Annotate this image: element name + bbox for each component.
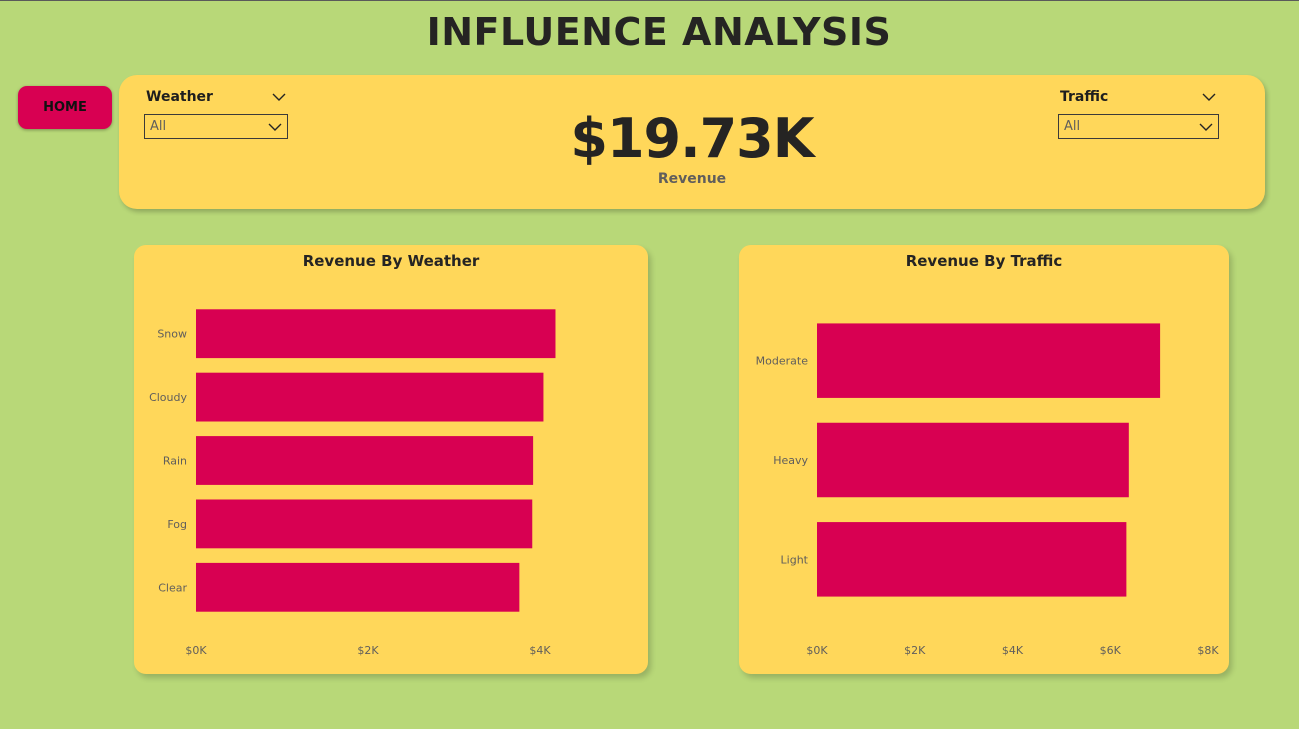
traffic-bar-light[interactable] xyxy=(817,522,1127,597)
traffic-x-tick-label: $6K xyxy=(1100,644,1122,657)
traffic-x-tick-label: $2K xyxy=(904,644,926,657)
weather-category-label: Rain xyxy=(163,455,187,468)
revenue-by-weather-card: Revenue By Weather Snow Cloudy Rain Fog Clea… xyxy=(134,245,648,674)
page-title: INFLUENCE ANALYSIS xyxy=(426,10,892,54)
weather-slicer-title: Weather xyxy=(146,89,213,105)
traffic-bar-heavy[interactable] xyxy=(817,422,1129,498)
kpi-card: Weather All $19.73K Revenue Traffic All xyxy=(119,75,1265,209)
chevron-down-icon xyxy=(1199,122,1213,132)
weather-bar-snow[interactable] xyxy=(196,309,556,359)
traffic-category-label: Heavy xyxy=(773,454,808,467)
weather-dropdown-value: All xyxy=(150,119,167,134)
revenue-kpi-label: Revenue xyxy=(657,171,727,187)
weather-x-tick-label: $4K xyxy=(529,644,551,657)
weather-bar-clear[interactable] xyxy=(196,562,520,612)
chevron-down-icon[interactable] xyxy=(272,92,286,102)
weather-bar-fog[interactable] xyxy=(196,499,533,549)
revenue-by-traffic-card: Revenue By Traffic Moderate Heavy Light $0K… xyxy=(739,245,1229,674)
weather-x-tick-label: $2K xyxy=(357,644,379,657)
weather-x-tick-label: $0K xyxy=(185,644,207,657)
weather-category-label: Cloudy xyxy=(149,391,187,404)
revenue-by-traffic-chart: Moderate Heavy Light $0K $2K $4K $6K $8K xyxy=(756,323,1219,657)
traffic-dropdown[interactable]: All xyxy=(1058,114,1219,139)
traffic-x-tick-label: $8K xyxy=(1197,644,1219,657)
weather-category-label: Snow xyxy=(157,328,187,341)
traffic-bar-moderate[interactable] xyxy=(817,323,1161,398)
weather-slicer-header[interactable]: Weather xyxy=(146,89,286,105)
weather-category-label: Fog xyxy=(167,518,187,531)
traffic-x-tick-label: $0K xyxy=(806,644,828,657)
weather-chart-title: Revenue By Weather xyxy=(302,252,480,270)
window-top-border xyxy=(0,0,1299,1)
traffic-slicer-title: Traffic xyxy=(1060,89,1109,105)
traffic-chart-title: Revenue By Traffic xyxy=(905,252,1063,270)
weather-bar-rain[interactable] xyxy=(196,436,534,485)
traffic-dropdown-value: All xyxy=(1064,119,1081,134)
traffic-slicer-header[interactable]: Traffic xyxy=(1060,89,1216,105)
traffic-x-tick-label: $4K xyxy=(1002,644,1024,657)
revenue-kpi-value: $19.73K xyxy=(570,107,814,170)
weather-category-label: Clear xyxy=(158,581,187,594)
weather-dropdown[interactable]: All xyxy=(144,114,288,139)
home-button[interactable]: HOME xyxy=(18,86,112,129)
weather-bar-cloudy[interactable] xyxy=(196,372,544,422)
revenue-by-weather-chart: Snow Cloudy Rain Fog Clear $0K $2K $4K xyxy=(149,309,556,657)
traffic-category-label: Light xyxy=(781,553,809,566)
chevron-down-icon[interactable] xyxy=(1202,92,1216,102)
chevron-down-icon xyxy=(268,122,282,132)
traffic-category-label: Moderate xyxy=(756,355,809,368)
